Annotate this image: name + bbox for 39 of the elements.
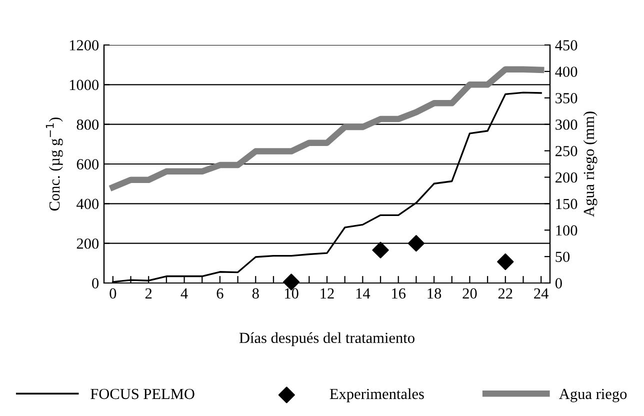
point	[372, 242, 389, 258]
x-tick-label: 20	[462, 288, 477, 299]
x-tick-label: 22	[498, 288, 512, 298]
y-tick-label: 400	[76, 198, 99, 210]
legend-label: Agua riego	[559, 388, 627, 402]
x-tick-label: 8	[252, 288, 259, 299]
y2-tick-label: 450	[555, 40, 578, 50]
y2-tick-label: 200	[556, 172, 578, 183]
point	[497, 253, 514, 270]
x-tick-label: 12	[320, 288, 334, 298]
y2-axis-title: Agua riego (mm)	[583, 112, 598, 217]
y2-tick-label: 250	[556, 146, 578, 156]
y2-tick-label: 50	[556, 252, 570, 262]
x-tick-label: 14	[356, 288, 370, 298]
y2-tick-label: 150	[556, 198, 578, 210]
legend-label: Experimentales	[330, 388, 424, 402]
y-tick-label: 600	[76, 159, 99, 170]
legend-label: FOCUS PELMO	[90, 388, 194, 400]
y2-tick-label: 0	[555, 278, 562, 288]
y-tick-label: 1200	[70, 40, 99, 50]
x-tick-label: 24	[534, 288, 548, 298]
x-tick-label: 18	[428, 288, 442, 299]
x-axis-title: Días después del tratamiento	[239, 332, 414, 346]
x-tick-label: 6	[216, 288, 224, 299]
y-tick-label: 200	[76, 238, 99, 249]
x-tick-label: 4	[180, 288, 188, 298]
y-axis-title: Conc. (µg g$^{−1}$)	[46, 118, 63, 211]
y-tick-label: 0	[92, 278, 99, 288]
y2-tick-label: 300	[556, 119, 578, 130]
y-tick-label: 800	[76, 119, 99, 130]
point	[408, 235, 424, 252]
x-tick-label: 2	[145, 288, 152, 298]
x-tick-label: 0	[110, 288, 116, 299]
y2-tick-label: 400	[555, 66, 578, 77]
y2-tick-label: 100	[556, 225, 578, 236]
y-tick-label: 1000	[70, 80, 99, 90]
x-tick-label: 10	[285, 288, 298, 299]
y2-tick-label: 350	[556, 93, 578, 104]
x-tick-label: 16	[392, 288, 406, 299]
